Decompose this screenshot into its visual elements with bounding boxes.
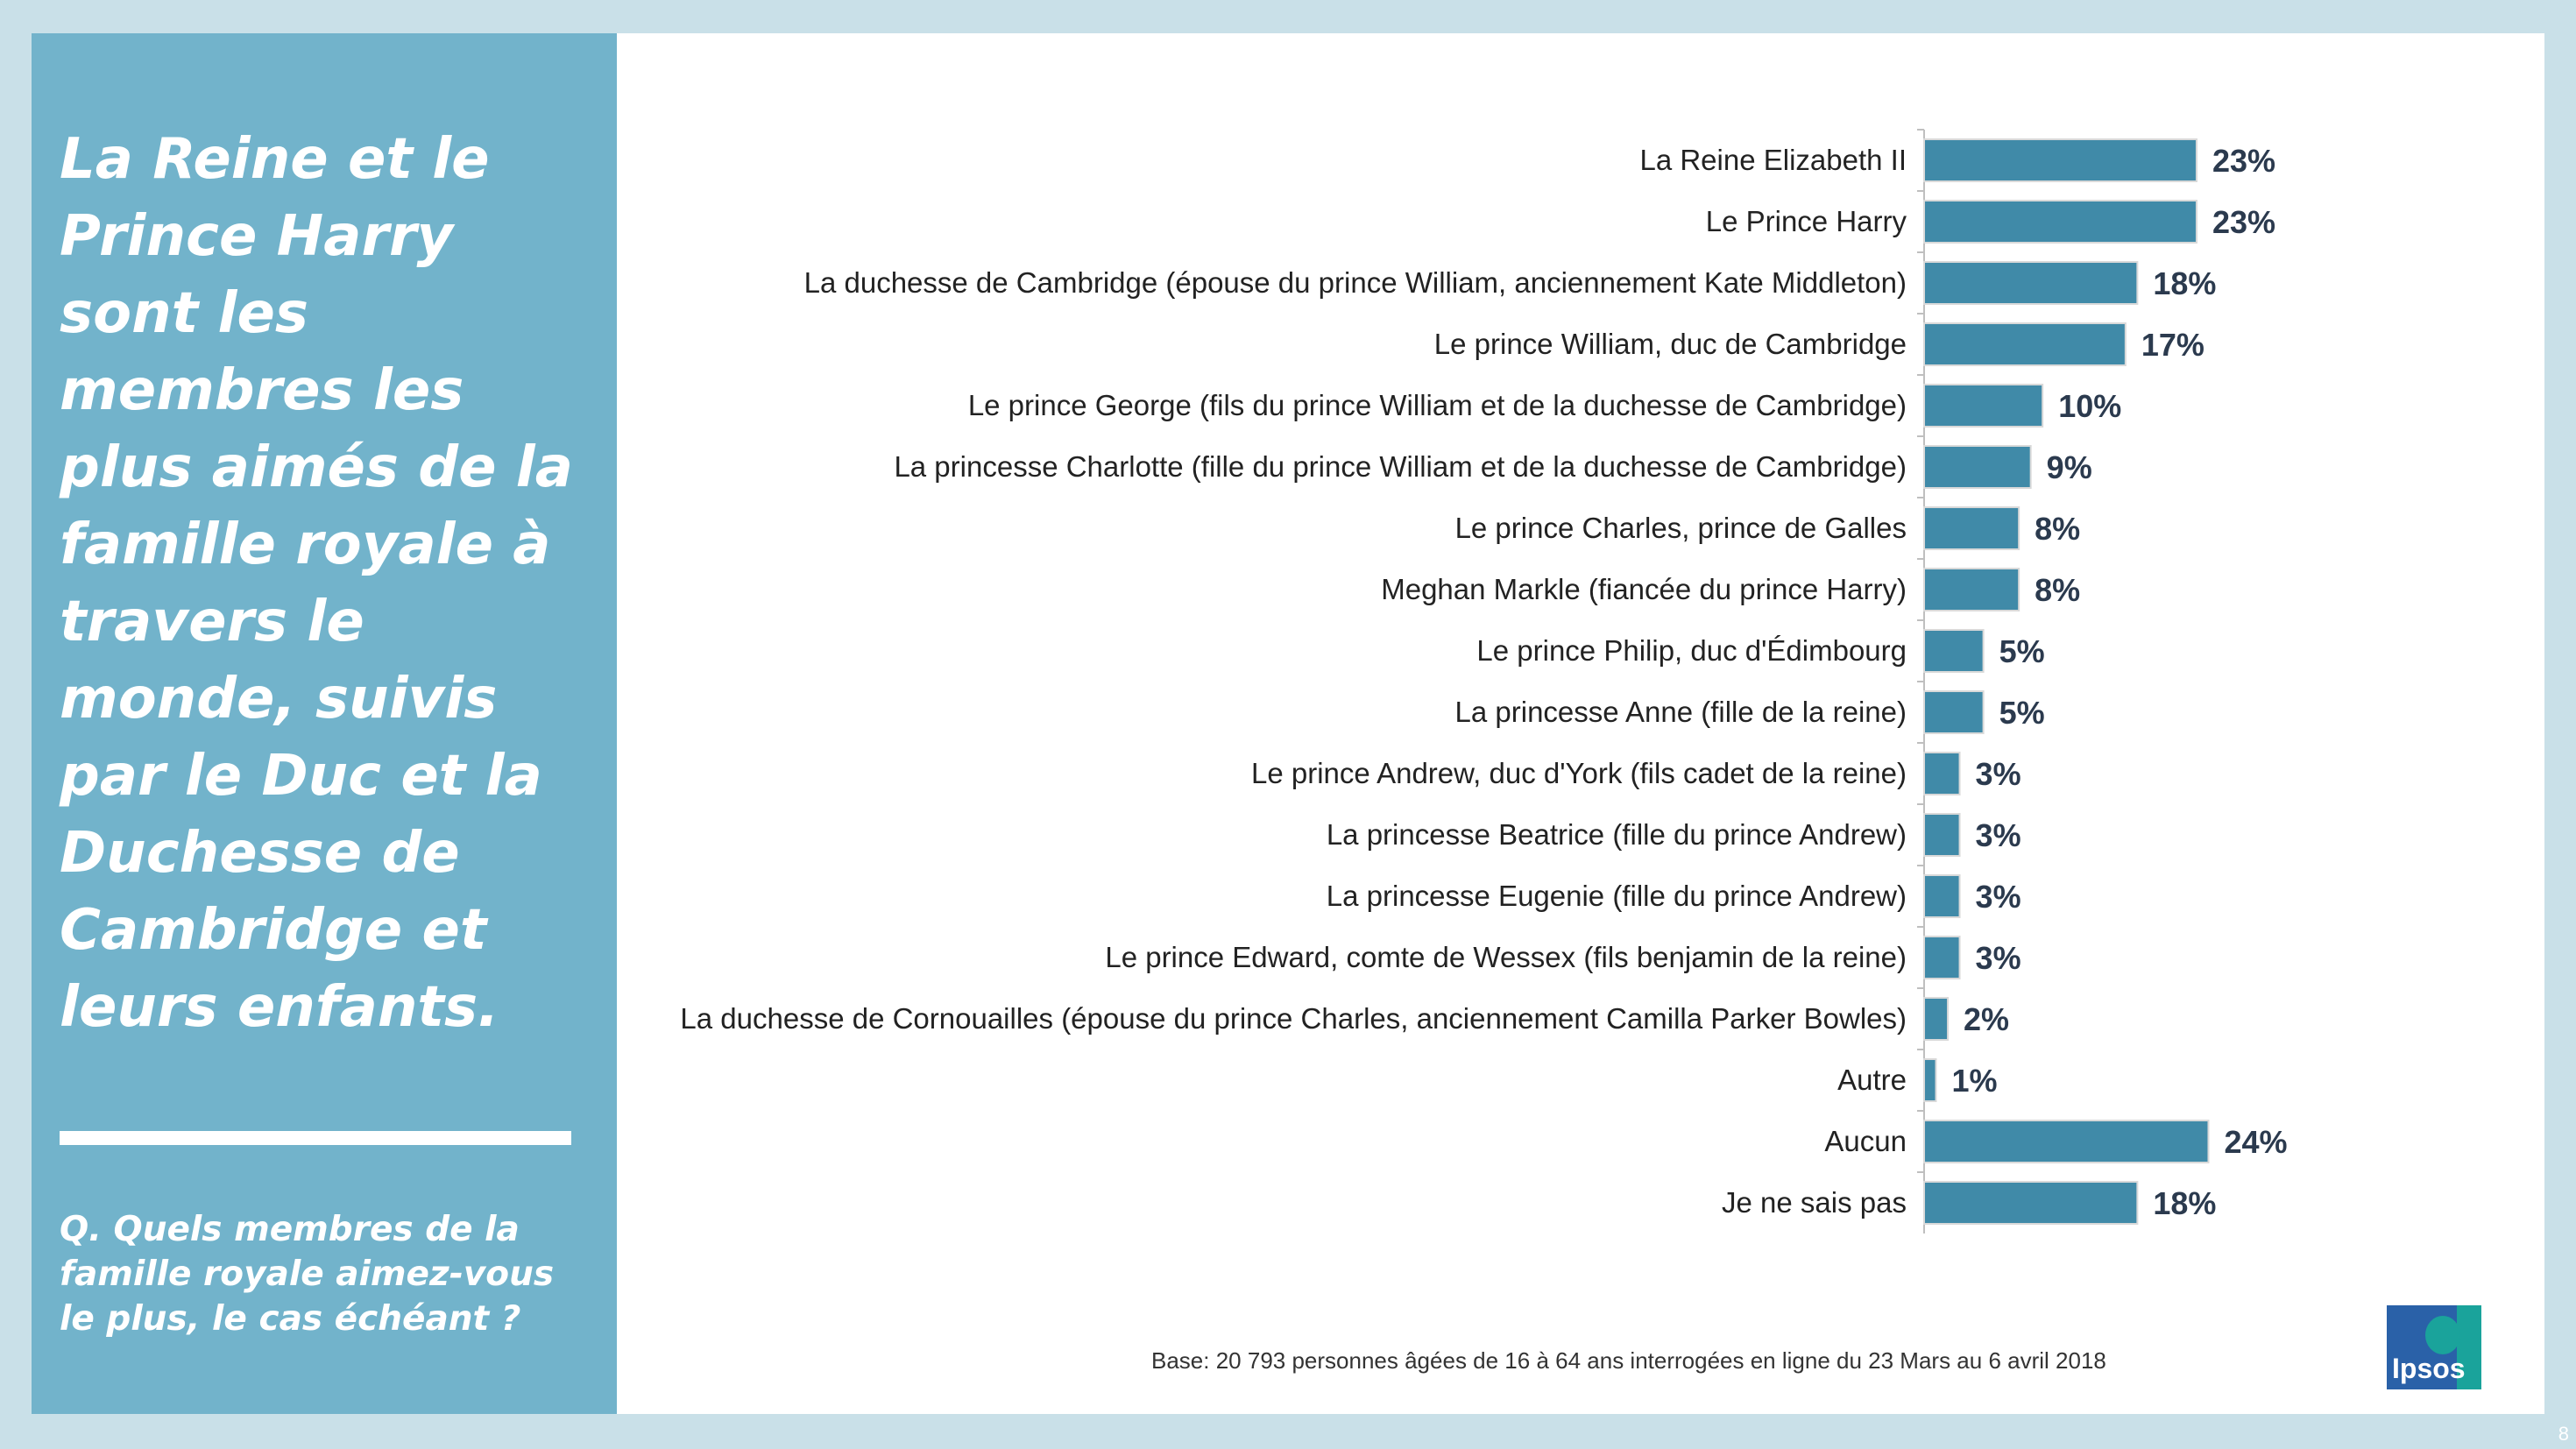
bar (1923, 568, 2020, 611)
bar (1923, 813, 1961, 857)
value-label: 10% (2058, 388, 2121, 424)
bar (1923, 261, 2139, 305)
category-label: La princesse Anne (fille de la reine) (1455, 696, 1907, 728)
value-label: 8% (2035, 572, 2080, 608)
value-label: 3% (1976, 817, 2021, 853)
value-label: 9% (2047, 449, 2092, 485)
value-label: 2% (1964, 1001, 2009, 1037)
category-label: Le Prince Harry (1706, 205, 1907, 237)
bar (1923, 1120, 2210, 1163)
headline: La Reine et le Prince Harry sont les mem… (60, 127, 573, 1040)
value-label: 8% (2035, 511, 2080, 547)
bar (1923, 384, 2044, 428)
base-note: Base: 20 793 personnes âgées de 16 à 64 … (1151, 1347, 2106, 1374)
bar (1923, 629, 1985, 673)
value-label: 24% (2224, 1124, 2287, 1160)
bar (1923, 445, 2032, 489)
bar (1923, 936, 1961, 979)
category-label: Je ne sais pas (1722, 1186, 1907, 1219)
divider (60, 1131, 571, 1145)
category-label: La Reine Elizabeth II (1639, 144, 1907, 176)
bar (1923, 874, 1961, 918)
survey-question: Q. Quels membres de la famille royale ai… (60, 1210, 555, 1339)
category-label: Le prince Edward, comte de Wessex (fils … (1105, 941, 1907, 973)
category-label: Le prince George (fils du prince William… (968, 389, 1907, 421)
bar (1923, 200, 2197, 244)
value-label: 3% (1976, 879, 2021, 915)
value-label: 18% (2153, 265, 2216, 301)
bar (1923, 997, 1950, 1041)
category-label: Aucun (1824, 1125, 1907, 1157)
category-label: La duchesse de Cornouailles (épouse du p… (680, 1002, 1907, 1035)
bar (1923, 1181, 2139, 1225)
page-number: 8 (2558, 1423, 2569, 1445)
bar (1923, 752, 1961, 795)
value-label: 1% (1952, 1063, 1998, 1099)
bar (1923, 1058, 1937, 1102)
category-label: Meghan Markle (fiancée du prince Harry) (1381, 573, 1907, 605)
value-label: 23% (2212, 143, 2275, 179)
value-label: 5% (1999, 633, 2045, 669)
category-label: La princesse Eugenie (fille du prince An… (1327, 880, 1907, 912)
category-label: Le prince Andrew, duc d'York (fils cadet… (1251, 757, 1907, 789)
category-label: Autre (1837, 1064, 1907, 1096)
category-label: La princesse Beatrice (fille du prince A… (1327, 818, 1907, 851)
left-panel: La Reine et le Prince Harry sont les mem… (32, 33, 617, 1414)
category-label: La princesse Charlotte (fille du prince … (894, 450, 1907, 483)
bar (1923, 138, 2197, 182)
chart-panel: La Reine Elizabeth II 23% Le Prince Harry 2… (617, 33, 2544, 1414)
bar (1923, 690, 1985, 734)
ipsos-logo: Ipsos (2387, 1305, 2481, 1389)
bar (1923, 506, 2020, 550)
logo-text: Ipsos (2392, 1353, 2466, 1384)
value-label: 23% (2212, 204, 2275, 240)
bar-chart: La Reine Elizabeth II 23% Le Prince Harry 2… (680, 129, 2288, 1233)
value-label: 3% (1976, 756, 2021, 792)
value-label: 18% (2153, 1185, 2216, 1221)
category-label: Le prince Philip, duc d'Édimbourg (1476, 634, 1907, 667)
bar (1923, 322, 2127, 366)
category-label: Le prince Charles, prince de Galles (1455, 512, 1907, 544)
category-label: Le prince William, duc de Cambridge (1434, 328, 1907, 360)
category-label: La duchesse de Cambridge (épouse du prin… (804, 266, 1907, 299)
value-label: 5% (1999, 695, 2045, 731)
value-label: 17% (2141, 327, 2204, 363)
value-label: 3% (1976, 940, 2021, 976)
